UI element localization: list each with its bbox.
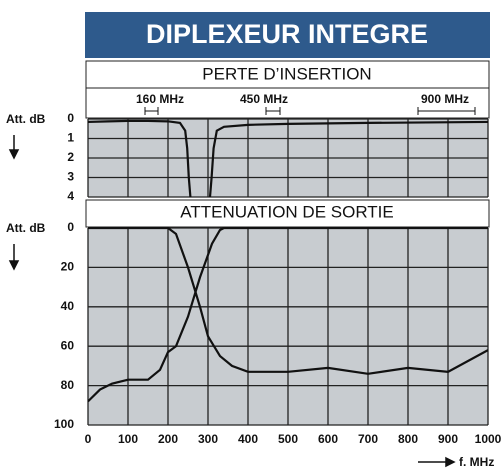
chart-title: PERTE D’INSERTION [202, 64, 371, 83]
curve [88, 226, 488, 375]
band-label: 450 MHz [240, 92, 288, 106]
x-tick-label: 800 [398, 432, 418, 446]
y-tick-label: 80 [61, 378, 75, 392]
curve [208, 120, 488, 198]
y-tick-label: 100 [54, 417, 74, 431]
band-brackets [144, 107, 476, 115]
y-tick-label: 1 [67, 131, 74, 145]
x-tick-label: 300 [198, 432, 218, 446]
curve [88, 119, 192, 198]
curve [88, 226, 488, 403]
x-tick-label: 500 [278, 432, 298, 446]
x-tick-label: 400 [238, 432, 258, 446]
x-tick-label: 900 [438, 432, 458, 446]
y-tick-label: 0 [67, 111, 74, 125]
band-label: 900 MHz [421, 92, 469, 106]
x-axis-label: f. MHz [459, 455, 494, 469]
x-tick-label: 1000 [475, 432, 502, 446]
band-row [85, 87, 490, 119]
y-tick-label: 2 [67, 150, 74, 164]
y-tick-label: 4 [67, 189, 74, 203]
page-title: DIPLEXEUR INTEGRE [146, 19, 428, 49]
x-tick-label: 200 [158, 432, 178, 446]
chart-title: ATTENUATION DE SORTIE [180, 202, 393, 221]
y-tick-label: 0 [67, 220, 74, 234]
title-bar [85, 60, 490, 89]
y-axis-label: Att. dB [6, 112, 46, 126]
y-axis-label: Att. dB [6, 221, 46, 235]
y-tick-label: 20 [61, 260, 75, 274]
band-label: 160 MHz [136, 92, 184, 106]
x-tick-label: 0 [85, 432, 92, 446]
header-bar [85, 12, 490, 58]
y-tick-label: 60 [61, 338, 75, 352]
y-tick-label: 40 [61, 299, 75, 313]
x-tick-label: 100 [118, 432, 138, 446]
x-tick-label: 700 [358, 432, 378, 446]
y-tick-label: 3 [67, 170, 74, 184]
down-arrows [8, 135, 456, 468]
x-tick-label: 600 [318, 432, 338, 446]
